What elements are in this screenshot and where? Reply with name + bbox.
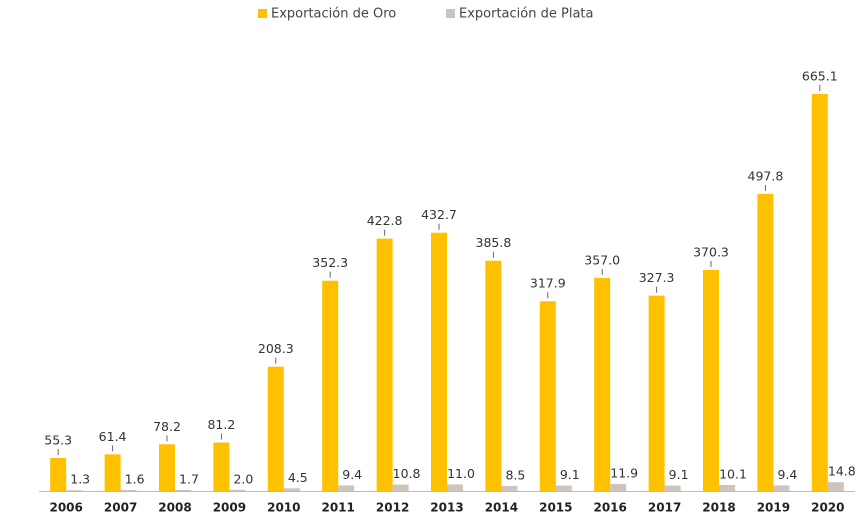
data-label: 61.4 xyxy=(99,429,127,444)
bar xyxy=(485,260,502,491)
bar xyxy=(431,232,447,491)
data-label: 8.5 xyxy=(505,467,525,482)
data-label: 1.3 xyxy=(70,472,90,487)
bar xyxy=(827,482,844,491)
bar xyxy=(501,485,518,491)
legend-label: Exportación de Oro xyxy=(271,7,396,22)
x-tick-label: 2008 xyxy=(158,501,191,515)
data-label: 1.6 xyxy=(125,472,145,487)
bar xyxy=(594,277,611,491)
bar xyxy=(447,484,463,491)
data-label: 10.8 xyxy=(393,466,421,481)
data-label: 9.1 xyxy=(560,467,580,482)
bar xyxy=(664,485,681,491)
data-label: 370.3 xyxy=(693,244,729,259)
data-label: 497.8 xyxy=(748,168,784,183)
x-tick-label: 2013 xyxy=(430,501,463,515)
data-label: 385.8 xyxy=(476,235,512,250)
x-tick-label: 2012 xyxy=(376,501,409,515)
legend-swatch xyxy=(258,9,267,18)
bar xyxy=(159,444,175,491)
bar xyxy=(376,238,393,491)
bar xyxy=(50,457,67,491)
bar xyxy=(757,193,774,492)
data-label: 1.7 xyxy=(179,471,199,486)
bar xyxy=(213,442,230,491)
bar xyxy=(703,269,719,491)
bar xyxy=(539,301,556,491)
bar xyxy=(392,484,409,491)
data-label: 357.0 xyxy=(584,252,620,267)
x-tick-label: 2006 xyxy=(49,501,82,515)
data-label: 14.8 xyxy=(828,464,856,479)
x-tick-label: 2010 xyxy=(267,501,300,515)
legend-label: Exportación de Plata xyxy=(459,7,593,22)
x-tick-label: 2011 xyxy=(321,501,354,515)
x-tick-label: 2009 xyxy=(213,501,246,515)
data-label: 11.9 xyxy=(610,465,638,480)
x-tick-label: 2019 xyxy=(757,501,790,515)
data-label: 432.7 xyxy=(421,207,457,222)
data-label: 9.4 xyxy=(777,467,797,482)
x-tick-label: 2017 xyxy=(648,501,681,515)
x-tick-label: 2016 xyxy=(593,501,626,515)
data-label: 78.2 xyxy=(153,419,181,434)
data-label: 4.5 xyxy=(288,470,308,485)
x-tick-label: 2014 xyxy=(485,501,518,515)
bar xyxy=(120,490,137,491)
legend-swatch xyxy=(446,9,455,18)
data-label: 2.0 xyxy=(233,471,253,486)
x-tick-label: 2015 xyxy=(539,501,572,515)
bar xyxy=(811,94,828,491)
data-label: 11.0 xyxy=(447,466,475,481)
bar xyxy=(66,490,83,491)
data-label: 317.9 xyxy=(530,276,566,291)
data-label: 81.2 xyxy=(207,417,235,432)
data-label: 55.3 xyxy=(44,432,72,447)
data-label: 422.8 xyxy=(367,213,403,228)
bar xyxy=(104,454,121,491)
x-tick-label: 2007 xyxy=(104,501,137,515)
data-label: 352.3 xyxy=(312,255,348,270)
bar xyxy=(229,489,246,491)
data-label: 665.1 xyxy=(802,69,838,84)
bar xyxy=(610,483,627,491)
bar xyxy=(555,485,572,491)
data-label: 9.4 xyxy=(342,467,362,482)
bar xyxy=(719,484,735,491)
data-label: 10.1 xyxy=(719,466,747,481)
data-label: 9.1 xyxy=(669,467,689,482)
bar xyxy=(773,485,790,491)
bar xyxy=(648,295,665,491)
bar xyxy=(338,485,355,491)
bar xyxy=(175,489,191,491)
x-tick-label: 2020 xyxy=(811,501,844,515)
data-label: 327.3 xyxy=(639,270,675,285)
bar xyxy=(283,488,300,491)
bar xyxy=(267,366,284,491)
x-tick-label: 2018 xyxy=(702,501,735,515)
data-label: 208.3 xyxy=(258,341,294,356)
bar xyxy=(322,280,339,491)
